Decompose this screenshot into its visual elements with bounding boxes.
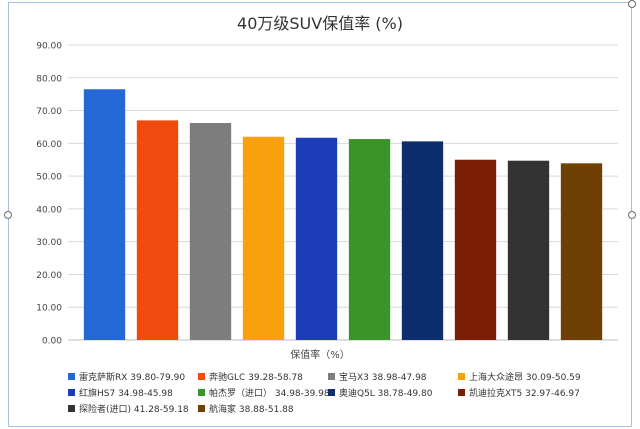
legend-item[interactable]: 雷克萨斯RX 39.80-79.90 [68,370,198,383]
legend-swatch [198,405,205,412]
legend-swatch [198,373,205,380]
y-tick-label: 90.00 [36,42,62,52]
bar-8[interactable] [454,159,497,340]
frame-top-border [8,2,632,3]
legend-label: 红旗HS7 34.98-45.98 [79,389,173,399]
legend-label: 探险者(进口) 41.28-59.18 [79,405,189,415]
bar-10[interactable] [560,163,603,340]
legend-swatch [328,373,335,380]
legend-item[interactable]: 奥迪Q5L 38.78-49.80 [328,386,458,399]
bar-1[interactable] [83,89,126,340]
bar-3[interactable] [189,123,232,340]
frame-bottom-border [8,426,632,427]
y-tick-label: 60.00 [36,140,62,150]
legend-label: 奥迪Q5L 38.78-49.80 [339,389,433,399]
bar-9[interactable] [507,160,550,340]
bar-2[interactable] [136,120,179,340]
legend-swatch [458,373,465,380]
legend-item[interactable]: 探险者(进口) 41.28-59.18 [68,402,198,415]
legend-label: 雷克萨斯RX 39.80-79.90 [79,373,186,383]
legend-label: 航海家 38.88-51.88 [209,405,294,415]
legend-label: 奔驰GLC 39.28-58.78 [209,373,303,383]
legend-swatch [68,373,75,380]
legend-item[interactable]: 凯迪拉克XT5 32.97-46.97 [458,386,608,399]
legend-item[interactable]: 上海大众途昂 30.09-50.59 [458,370,608,383]
y-tick-label: 10.00 [36,304,62,314]
legend-label: 凯迪拉克XT5 32.97-46.97 [469,389,580,399]
legend-label: 上海大众途昂 30.09-50.59 [469,373,581,383]
legend-item[interactable]: 帕杰罗（进口） 34.98-39.98 [198,386,330,399]
bar-7[interactable] [401,141,444,340]
legend-label: 宝马X3 38.98-47.98 [339,373,427,383]
y-tick-label: 20.00 [36,271,62,281]
chart-title: 40万级SUV保值率 (%) [237,14,403,33]
legend-label: 帕杰罗（进口） 34.98-39.98 [209,389,330,399]
y-tick-label: 50.00 [36,173,62,183]
legend-swatch [328,389,335,396]
y-tick-label: 70.00 [36,107,62,117]
resize-handle-top-right[interactable] [628,0,636,8]
bar-5[interactable] [295,137,338,340]
y-tick-label: 0.00 [42,337,62,347]
legend-item[interactable]: 奔驰GLC 39.28-58.78 [198,370,328,383]
bar-6[interactable] [348,139,391,340]
legend-item[interactable]: 宝马X3 38.98-47.98 [328,370,458,383]
legend-swatch [458,389,465,396]
bar-4[interactable] [242,136,285,340]
y-tick-label: 80.00 [36,74,62,84]
legend-swatch [68,389,75,396]
legend-item[interactable]: 航海家 38.88-51.88 [198,402,328,415]
legend-swatch [198,389,205,396]
legend-item[interactable]: 红旗HS7 34.98-45.98 [68,386,198,399]
legend: 雷克萨斯RX 39.80-79.90 奔驰GLC 39.28-58.78 宝马X3 … [68,370,608,415]
resize-handle-right[interactable] [628,211,636,219]
y-tick-label: 30.00 [36,238,62,248]
resize-handle-left[interactable] [4,211,12,219]
y-tick-label: 40.00 [36,205,62,215]
legend-swatch [68,405,75,412]
x-axis-label: 保值率（%） [290,350,350,361]
